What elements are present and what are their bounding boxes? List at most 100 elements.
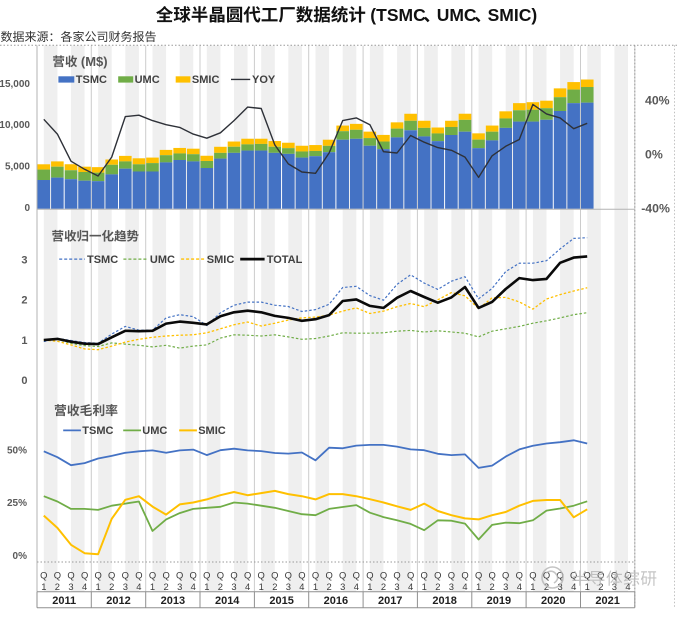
svg-text:4: 4	[625, 581, 630, 592]
svg-text:3: 3	[231, 581, 236, 592]
svg-text:Q: Q	[475, 569, 482, 580]
svg-text:Q: Q	[461, 569, 468, 580]
svg-text:Q: Q	[325, 569, 332, 580]
svg-text:3: 3	[177, 581, 182, 592]
svg-text:2: 2	[272, 581, 277, 592]
svg-text:Q: Q	[312, 569, 319, 580]
svg-text:Q: Q	[40, 569, 47, 580]
svg-text:2: 2	[435, 581, 440, 592]
svg-text:Q: Q	[421, 569, 428, 580]
svg-text:2: 2	[163, 581, 168, 592]
svg-text:1: 1	[259, 581, 264, 592]
svg-text:0: 0	[21, 375, 27, 387]
svg-text:Q: Q	[488, 569, 495, 580]
svg-text:1: 1	[95, 581, 100, 592]
svg-text:15,000: 15,000	[0, 79, 30, 90]
svg-text:Q: Q	[149, 569, 156, 580]
svg-text:Q: Q	[624, 569, 631, 580]
svg-text:UMC: UMC	[437, 5, 477, 25]
svg-text:TSMC: TSMC	[76, 74, 107, 86]
svg-text:4: 4	[517, 581, 522, 592]
svg-text:Q: Q	[529, 569, 536, 580]
svg-text:4: 4	[354, 581, 359, 592]
svg-text:1: 1	[150, 581, 155, 592]
svg-text:SMIC: SMIC	[198, 425, 226, 437]
svg-text:TOTAL: TOTAL	[267, 254, 303, 266]
svg-text:2013: 2013	[161, 595, 185, 607]
svg-text:2012: 2012	[106, 595, 130, 607]
svg-text:2: 2	[109, 581, 114, 592]
svg-text:1: 1	[476, 581, 481, 592]
svg-text:3: 3	[123, 581, 128, 592]
svg-text:0: 0	[24, 203, 30, 214]
svg-text:4: 4	[299, 581, 304, 592]
svg-text:Q: Q	[339, 569, 346, 580]
svg-text:Q: Q	[434, 569, 441, 580]
svg-text:TSMC: TSMC	[82, 425, 113, 437]
svg-text:2016: 2016	[324, 595, 348, 607]
svg-text:2: 2	[381, 581, 386, 592]
svg-text:3: 3	[394, 581, 399, 592]
svg-text:1: 1	[313, 581, 318, 592]
svg-text:4: 4	[191, 581, 196, 592]
svg-text:Q: Q	[271, 569, 278, 580]
svg-text:50%: 50%	[7, 445, 27, 456]
svg-text:4: 4	[571, 581, 576, 592]
svg-text:4: 4	[245, 581, 250, 592]
svg-text:Q: Q	[407, 569, 414, 580]
svg-text:1: 1	[21, 335, 27, 347]
svg-text:1: 1	[585, 581, 590, 592]
svg-text:Q: Q	[448, 569, 455, 580]
svg-text:Q: Q	[108, 569, 115, 580]
svg-text:Q: Q	[353, 569, 360, 580]
svg-text:Q: Q	[570, 569, 577, 580]
svg-text:0%: 0%	[645, 148, 663, 162]
svg-text:3: 3	[612, 581, 617, 592]
svg-text:Q: Q	[230, 569, 237, 580]
svg-text:5,000: 5,000	[5, 162, 30, 173]
svg-text:Q: Q	[285, 569, 292, 580]
svg-text:Q: Q	[217, 569, 224, 580]
svg-text:1: 1	[204, 581, 209, 592]
svg-text:1: 1	[530, 581, 535, 592]
svg-text:3: 3	[340, 581, 345, 592]
svg-text:3: 3	[449, 581, 454, 592]
svg-text:Q: Q	[393, 569, 400, 580]
svg-text:-40%: -40%	[641, 202, 670, 216]
svg-text:4: 4	[462, 581, 467, 592]
svg-text:2019: 2019	[487, 595, 511, 607]
svg-text:2: 2	[218, 581, 223, 592]
svg-text:SMIC): SMIC)	[488, 5, 538, 25]
svg-text:2: 2	[21, 295, 27, 307]
svg-text:Q: Q	[176, 569, 183, 580]
svg-text:2015: 2015	[269, 595, 293, 607]
svg-text:UMC: UMC	[142, 425, 167, 437]
svg-text:Q: Q	[258, 569, 265, 580]
svg-text:Q: Q	[380, 569, 387, 580]
svg-text:10,000: 10,000	[0, 120, 30, 131]
svg-text:UMC: UMC	[150, 254, 175, 266]
svg-text:YOY: YOY	[252, 74, 276, 86]
svg-text:(TSMC: (TSMC	[370, 5, 426, 25]
svg-text:4: 4	[136, 581, 141, 592]
svg-text:2017: 2017	[378, 595, 402, 607]
svg-text:3: 3	[68, 581, 73, 592]
svg-text:Q: Q	[162, 569, 169, 580]
svg-text:4: 4	[82, 581, 87, 592]
svg-text:1: 1	[367, 581, 372, 592]
svg-text:SMIC: SMIC	[207, 254, 235, 266]
svg-text:3: 3	[503, 581, 508, 592]
svg-text:Q: Q	[244, 569, 251, 580]
svg-text:Q: Q	[366, 569, 373, 580]
svg-text:3: 3	[286, 581, 291, 592]
svg-text:Q: Q	[54, 569, 61, 580]
svg-text:2020: 2020	[541, 595, 565, 607]
svg-text:SMIC: SMIC	[192, 74, 220, 86]
svg-text:2: 2	[598, 581, 603, 592]
svg-text:3: 3	[21, 255, 27, 267]
svg-text:Q: Q	[543, 569, 550, 580]
svg-text:2018: 2018	[432, 595, 456, 607]
svg-text:25%: 25%	[7, 498, 27, 509]
svg-text:Q: Q	[94, 569, 101, 580]
svg-text:0%: 0%	[13, 551, 28, 562]
